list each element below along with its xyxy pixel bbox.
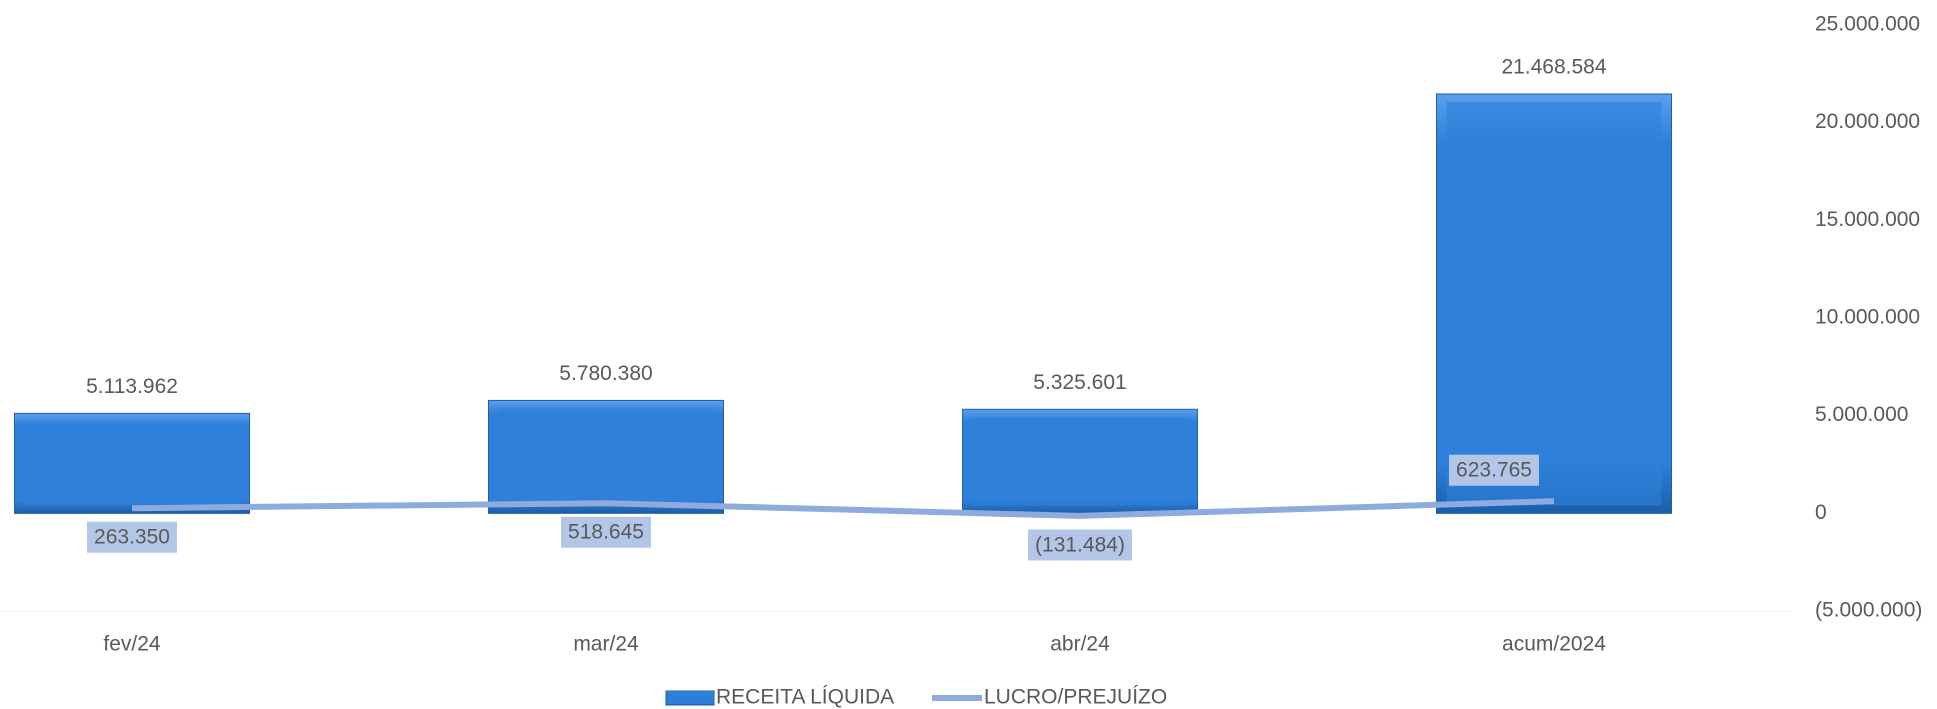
line-value-label-group: 263.350 <box>87 521 177 553</box>
bar-bevel <box>498 408 714 506</box>
label-background <box>561 516 651 548</box>
bar-bevel <box>972 417 1188 506</box>
line-series <box>131 498 1555 519</box>
bar-bevel <box>1446 101 1662 506</box>
legend-label: RECEITA LÍQUIDA <box>716 686 894 709</box>
x-tick-label: abr/24 <box>1050 633 1110 656</box>
line-value-label: 263.350 <box>94 526 170 549</box>
line-value-label: 623.765 <box>1456 459 1532 482</box>
line-value-label-group: (131.484) <box>1028 529 1132 561</box>
bar-value-label: 5.113.962 <box>86 375 178 398</box>
line-value-label-group: 623.765 <box>1449 454 1539 486</box>
label-background <box>1449 454 1539 486</box>
line-value-label: 518.645 <box>568 521 644 544</box>
bar-value-label: 5.325.601 <box>1033 371 1126 394</box>
label-background <box>1028 529 1132 561</box>
y-tick-label: 10.000.000 <box>1815 306 1920 329</box>
y-tick-label: 25.000.000 <box>1815 13 1920 36</box>
x-tick-label: acum/2024 <box>1502 633 1606 656</box>
y-tick-label: 15.000.000 <box>1815 208 1920 231</box>
y-tick-label: 5.000.000 <box>1815 403 1908 426</box>
y-tick-label: 20.000.000 <box>1815 110 1920 133</box>
x-tick-label: mar/24 <box>573 633 639 656</box>
line-value-label: (131.484) <box>1035 533 1125 556</box>
y-tick-label: 0 <box>1815 501 1827 524</box>
legend-label: LUCRO/PREJUÍZO <box>984 686 1167 709</box>
line-value-label-group: 518.645 <box>561 516 651 548</box>
label-background <box>87 521 177 553</box>
legend-swatch <box>665 690 715 706</box>
bar-value-label: 21.468.584 <box>1501 56 1606 79</box>
x-tick-label: fev/24 <box>103 633 161 656</box>
bar-bevel <box>24 421 240 506</box>
bar-value-label: 5.780.380 <box>559 362 652 385</box>
y-tick-label: (5.000.000) <box>1815 599 1922 622</box>
